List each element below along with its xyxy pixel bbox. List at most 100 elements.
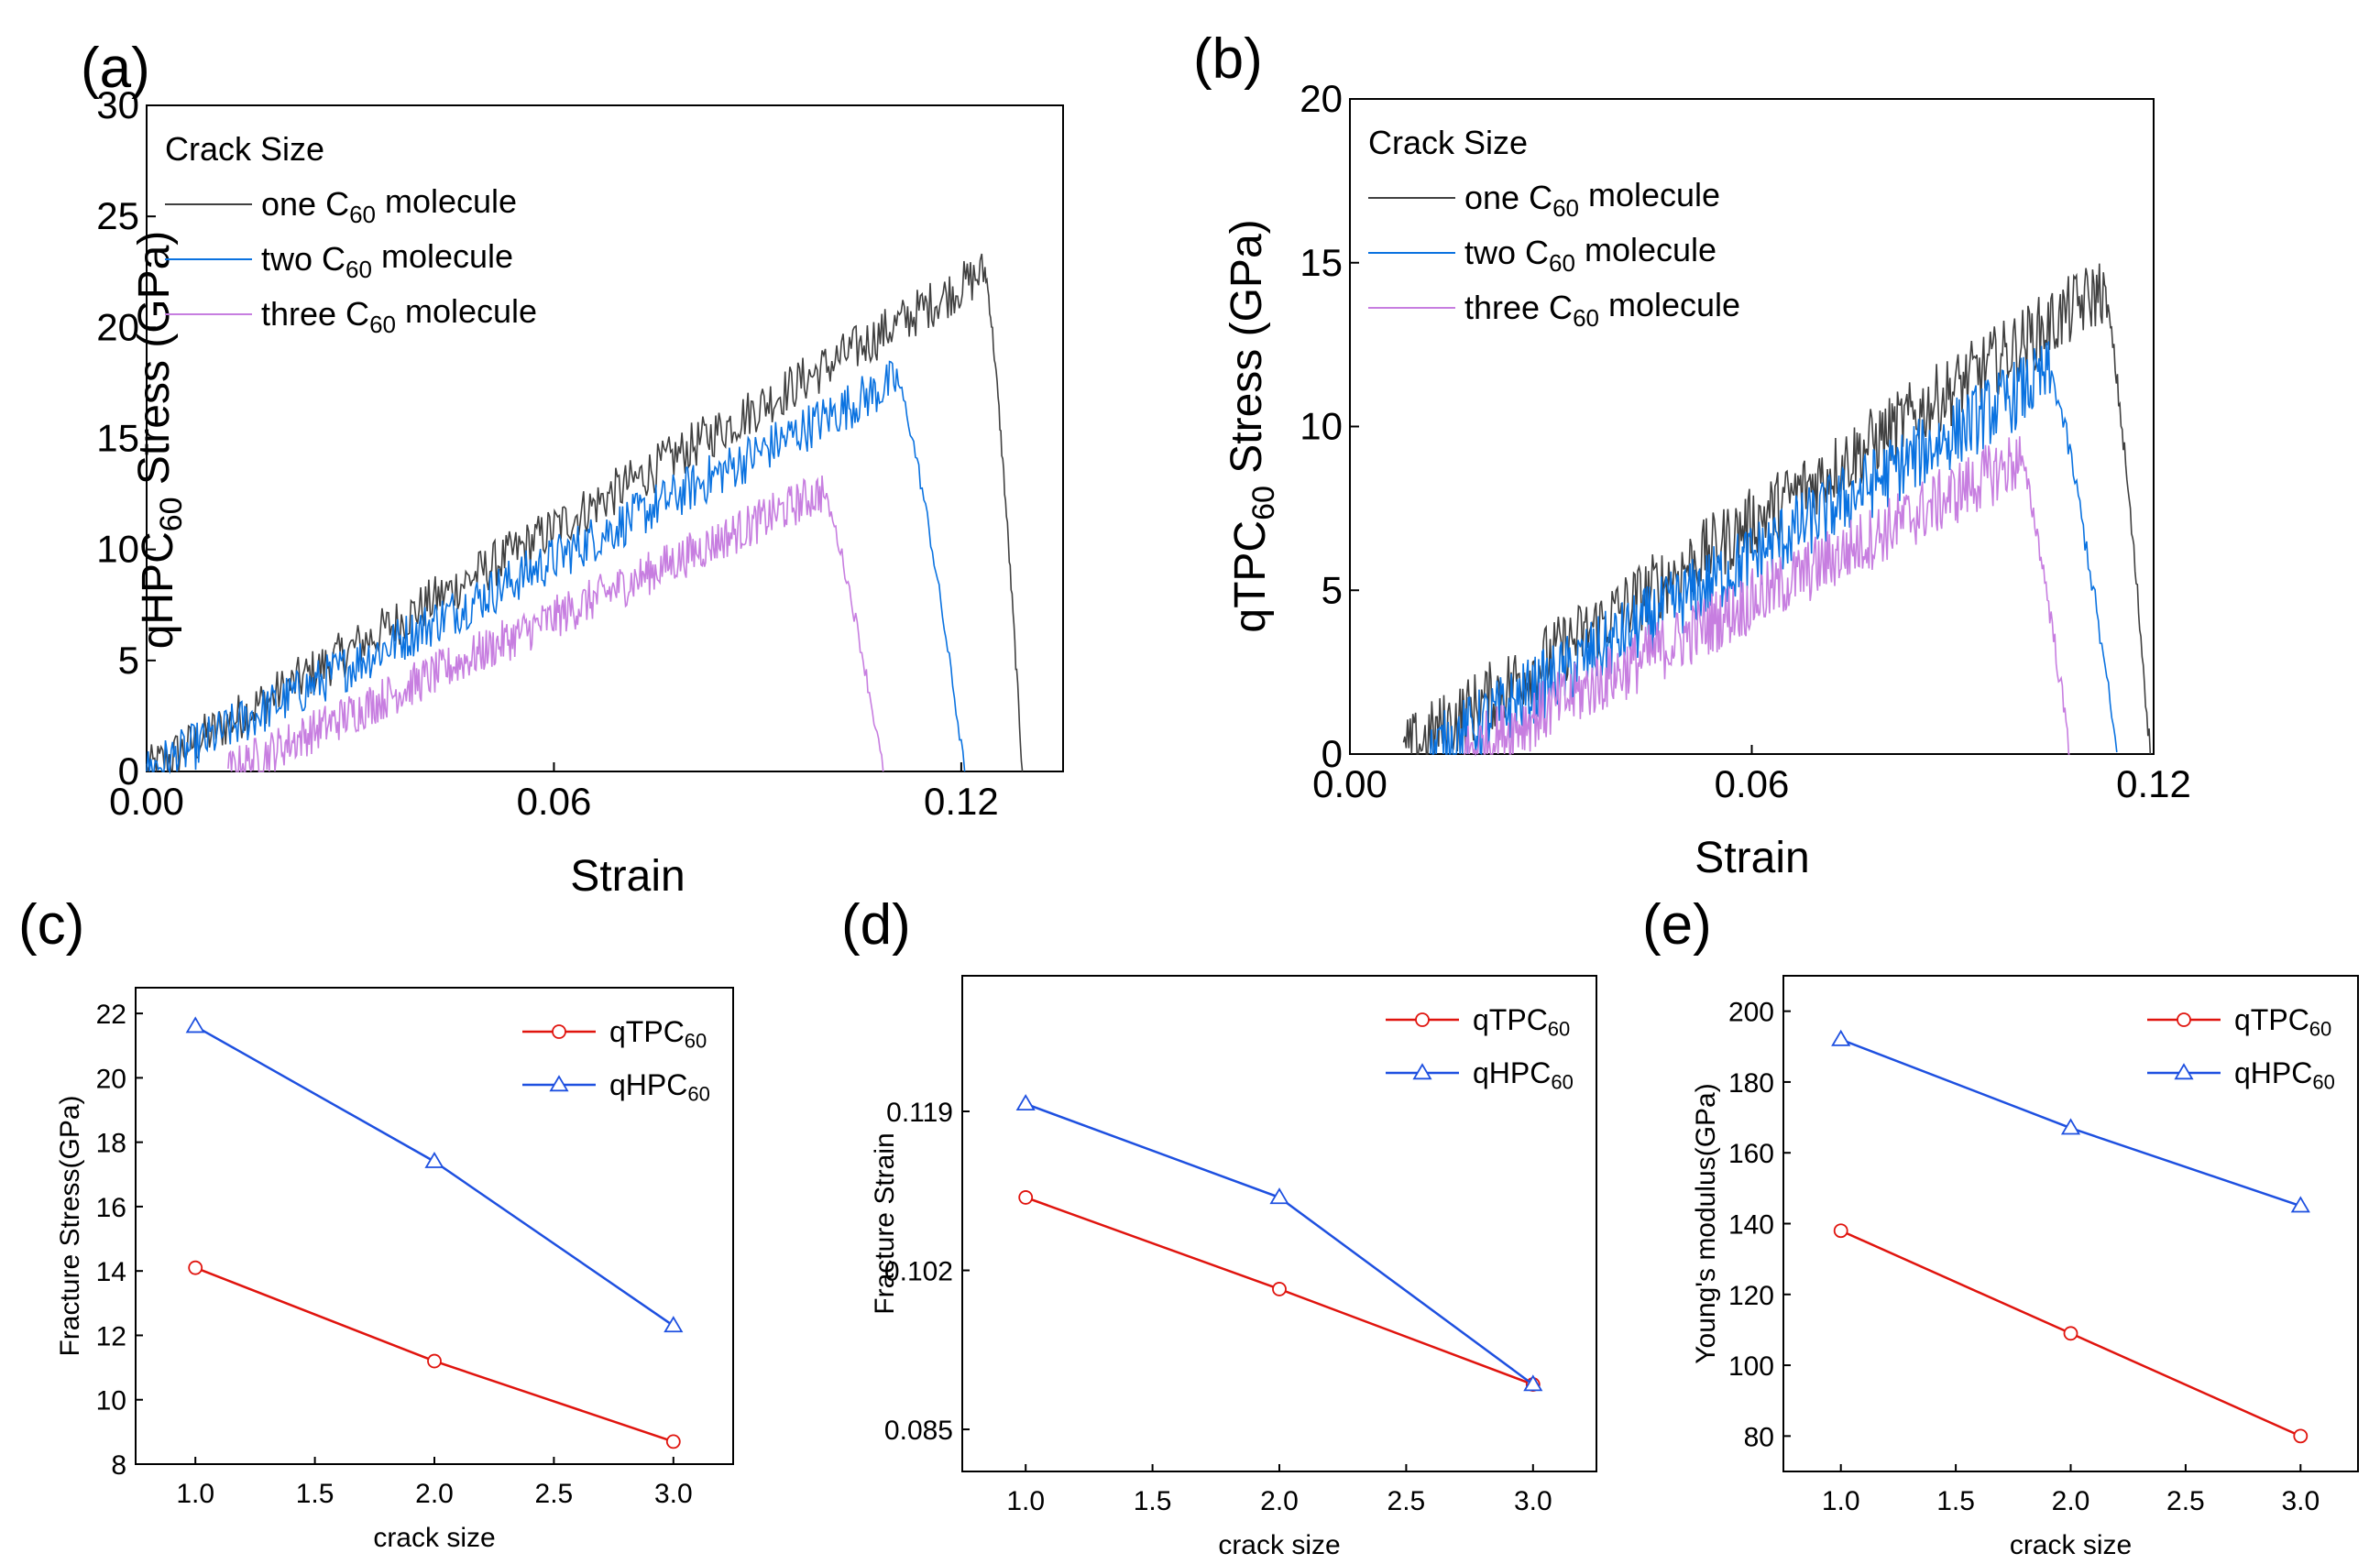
legend-entry-qTPC60-subscript: 60 xyxy=(685,1030,707,1053)
x-axis-label: crack size xyxy=(1218,1530,1340,1560)
marker-qHPC60-point xyxy=(424,1151,444,1168)
chart-panel-a: (a) 0 5 10 15 20 25 30 0.00 0.06 0.12 Strain qHPC60 … xyxy=(81,37,1064,901)
x-tick-label: 0.06 xyxy=(1715,762,1790,805)
chart-panel-d: (d) 0.085 0.102 0.119 1.0 1.5 2.0 2.5 3.0 crack s… xyxy=(841,893,1597,1560)
legend-entry-qHPC60-text: qHPC xyxy=(1473,1056,1551,1089)
x-tick-label: 0.12 xyxy=(924,780,999,823)
legend-entry-one-subscript: 60 xyxy=(1552,194,1579,222)
y-tick-label: 18 xyxy=(96,1129,126,1159)
marker-qTPC60-point xyxy=(2293,1428,2309,1444)
marker-qTPC60-point xyxy=(1272,1282,1287,1296)
plot-frame xyxy=(961,975,1597,1472)
legend-entry-one-text: one C xyxy=(1464,179,1552,216)
legend-entry-two-text: two C xyxy=(1464,234,1549,271)
legend-entry-two-subscript: 60 xyxy=(345,256,372,283)
legend-entry-one: one C60 molecule xyxy=(1464,176,1720,222)
panel-letter: (c) xyxy=(18,893,84,957)
series-two-curve xyxy=(1429,341,2118,756)
y-tick-label: 10 xyxy=(96,528,139,571)
x-axis-label: crack size xyxy=(373,1523,495,1553)
x-tick-label: 2.0 xyxy=(2052,1486,2090,1516)
y-tick-label: 0.119 xyxy=(886,1098,953,1128)
x-tick-label: 2.0 xyxy=(415,1479,454,1509)
plot-frame xyxy=(135,987,734,1465)
legend-entry-three-text-tail: molecule xyxy=(396,292,537,330)
x-tick-label: 1.5 xyxy=(1134,1486,1172,1516)
y-tick-label: 0 xyxy=(1322,732,1343,775)
legend-title: Crack Size xyxy=(1368,124,1528,161)
y-axis-label: Young's modulus(GPa) xyxy=(1691,1083,1721,1363)
x-tick-label: 1.5 xyxy=(1936,1486,1975,1516)
y-tick-label: 180 xyxy=(1728,1068,1774,1099)
x-tick-label: 1.0 xyxy=(1822,1486,1860,1516)
y-tick-label: 20 xyxy=(96,1064,126,1094)
marker-qHPC60-point xyxy=(185,1016,205,1034)
legend-marker-qHPC60 xyxy=(1412,1063,1432,1080)
legend-entry-three-text: three C xyxy=(261,295,369,333)
x-tick-label: 0.00 xyxy=(1312,762,1387,805)
y-tick-label: 15 xyxy=(1300,241,1343,284)
marker-qHPC60-point xyxy=(1831,1029,1851,1046)
series-three-curve xyxy=(1464,436,2070,758)
legend-entry-one-subscript: 60 xyxy=(349,201,376,228)
legend-marker-qTPC60 xyxy=(2177,1012,2191,1027)
legend-entry-two: two C60 molecule xyxy=(1464,231,1716,277)
y-tick-label: 20 xyxy=(96,305,139,348)
legend-marker-qHPC60 xyxy=(549,1075,569,1092)
legend-entry-qTPC60: qTPC60 xyxy=(2234,1003,2331,1041)
legend-entry-two: two C60 molecule xyxy=(261,237,513,283)
x-tick-label: 0.00 xyxy=(109,780,184,823)
x-tick-label: 3.0 xyxy=(2281,1486,2320,1516)
y-tick-label: 120 xyxy=(1728,1281,1774,1311)
y-axis-label-text: qTPC xyxy=(1226,520,1275,633)
y-tick-label: 22 xyxy=(96,1000,126,1030)
y-tick-label: 80 xyxy=(1744,1422,1774,1452)
legend-entry-three-subscript: 60 xyxy=(369,311,396,338)
marker-qHPC60-point xyxy=(1523,1374,1543,1392)
y-tick-label: 0.102 xyxy=(884,1257,953,1287)
panel-letter: (a) xyxy=(81,37,150,100)
marker-qTPC60-point xyxy=(665,1434,681,1449)
legend-entry-qHPC60-subscript: 60 xyxy=(1551,1071,1573,1094)
y-tick-label: 200 xyxy=(1728,998,1774,1028)
legend-entry-one-text-tail: molecule xyxy=(1579,176,1720,213)
legend-entry-qHPC60-subscript: 60 xyxy=(2312,1071,2334,1094)
legend-title: Crack Size xyxy=(165,130,324,168)
series-qHPC60-line xyxy=(194,1025,675,1327)
x-tick-label: 2.5 xyxy=(535,1479,574,1509)
y-tick-label: 16 xyxy=(96,1193,126,1223)
y-tick-label: 140 xyxy=(1728,1210,1774,1241)
legend-entry-qHPC60: qHPC60 xyxy=(1473,1056,1574,1094)
x-tick-label: 0.06 xyxy=(517,780,592,823)
legend-entry-qHPC60-text: qHPC xyxy=(2234,1056,2312,1089)
legend-entry-three: three C60 molecule xyxy=(1464,286,1740,332)
y-tick-label: 5 xyxy=(118,639,139,682)
panel-letter: (d) xyxy=(841,893,911,957)
y-axis-label: Fracture Strain xyxy=(870,1132,900,1314)
series-qHPC60-line xyxy=(1025,1102,1534,1386)
legend-entry-qTPC60-subscript: 60 xyxy=(2309,1018,2331,1041)
legend-marker-qTPC60 xyxy=(552,1024,566,1039)
y-tick-label: 20 xyxy=(1300,77,1343,120)
x-tick-label: 3.0 xyxy=(1514,1486,1552,1516)
legend-entry-three-text: three C xyxy=(1464,289,1573,326)
y-axis-label-text: qHPC xyxy=(134,531,182,649)
y-axis-label-subscript: 60 xyxy=(154,497,189,531)
legend-entry-three: three C60 molecule xyxy=(261,292,537,338)
series-three-curve xyxy=(227,475,884,772)
x-tick-label: 2.0 xyxy=(1260,1486,1299,1516)
chart-panel-c: (c) 8 10 12 14 16 18 20 22 1.0 1.5 2.0 2.5 3.0 crack s… xyxy=(18,893,734,1553)
legend-entry-one: one C60 molecule xyxy=(261,182,517,228)
x-axis-label: crack size xyxy=(2010,1530,2132,1560)
y-tick-label: 15 xyxy=(96,417,139,460)
y-tick-label: 0.085 xyxy=(884,1416,953,1446)
legend-entry-one-text: one C xyxy=(261,185,349,223)
x-tick-label: 1.5 xyxy=(296,1479,335,1509)
y-axis-label-subscript: 60 xyxy=(1246,486,1281,520)
marker-qHPC60-point xyxy=(2290,1196,2310,1213)
series-one-curve xyxy=(146,253,1024,772)
x-tick-label: 3.0 xyxy=(654,1479,693,1509)
x-axis-label: Strain xyxy=(570,852,685,901)
marker-qTPC60-point xyxy=(188,1260,203,1275)
